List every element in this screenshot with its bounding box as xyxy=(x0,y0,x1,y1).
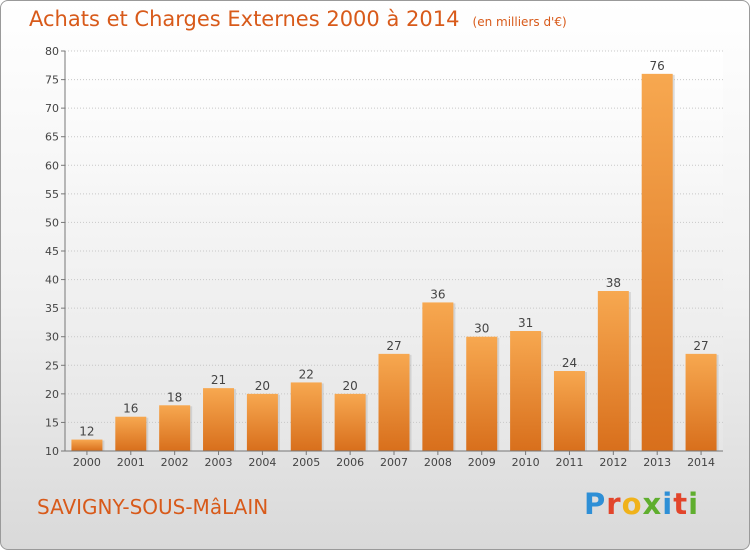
brand-letter: P xyxy=(584,487,607,521)
town-name: SAVIGNY-SOUS-MâLAIN xyxy=(37,495,269,519)
x-tick-label: 2004 xyxy=(248,456,276,469)
y-tick-label: 45 xyxy=(45,245,59,258)
y-tick-label: 70 xyxy=(45,102,59,115)
bar-value-label: 20 xyxy=(255,379,270,393)
y-tick-label: 50 xyxy=(45,216,59,229)
x-tick-label: 2011 xyxy=(555,456,583,469)
x-tick-label: 2012 xyxy=(599,456,627,469)
x-tick-label: 2010 xyxy=(512,456,540,469)
x-tick-label: 2007 xyxy=(380,456,408,469)
bar xyxy=(71,439,103,451)
bar xyxy=(290,382,322,451)
y-tick-label: 75 xyxy=(45,74,59,87)
bar-value-label: 27 xyxy=(693,339,708,353)
x-axis: 2000 2001 2002 2003 2004 2005 2006 2007 2008 2009… xyxy=(65,450,723,469)
bar xyxy=(422,302,454,451)
x-tick-label: 2014 xyxy=(687,456,715,469)
bar-value-label: 24 xyxy=(562,356,577,370)
x-tick-label: 2013 xyxy=(643,456,671,469)
bar xyxy=(203,388,235,451)
bar xyxy=(246,393,278,451)
y-tick-label: 40 xyxy=(45,274,59,287)
bar-value-label: 27 xyxy=(386,339,401,353)
x-tick-label: 2006 xyxy=(336,456,364,469)
bar xyxy=(641,73,673,451)
brand-letter: i xyxy=(688,487,700,521)
x-tick-label: 2005 xyxy=(292,456,320,469)
title-row: Achats et Charges Externes 2000 à 2014 (… xyxy=(29,7,567,31)
chart-subtitle: (en milliers d'€) xyxy=(472,15,567,29)
bar-value-label: 36 xyxy=(430,287,445,301)
y-tick-label: 35 xyxy=(45,302,59,315)
x-tick-label: 2003 xyxy=(205,456,233,469)
bar-value-label: 30 xyxy=(474,322,489,336)
y-tick-label: 10 xyxy=(45,445,59,458)
x-tick-label: 2009 xyxy=(468,456,496,469)
bar xyxy=(115,416,147,451)
x-tick-label: 2008 xyxy=(424,456,452,469)
bar-value-label: 18 xyxy=(167,390,182,404)
x-tick-label: 2001 xyxy=(117,456,145,469)
y-tick-label: 55 xyxy=(45,188,59,201)
brand-letter: r xyxy=(606,487,622,521)
bar-value-label: 76 xyxy=(650,59,665,73)
y-axis: 10 15 20 25 30 35 40 45 50 55 60 65 70 75 80 xyxy=(45,45,66,458)
bar-value-label: 31 xyxy=(518,316,533,330)
bar-value-label: 12 xyxy=(79,425,94,439)
bar xyxy=(159,405,191,451)
brand-letter: i xyxy=(662,487,674,521)
y-tick-label: 65 xyxy=(45,131,59,144)
brand-letter: t xyxy=(673,487,689,521)
bar-value-label: 16 xyxy=(123,402,138,416)
y-tick-label: 25 xyxy=(45,359,59,372)
bar xyxy=(378,353,410,451)
brand-logo: Proxiti xyxy=(584,487,699,521)
bar xyxy=(553,371,585,451)
bar xyxy=(334,393,366,451)
bar-value-label: 38 xyxy=(606,276,621,290)
bar xyxy=(466,336,498,451)
bar-value-label: 20 xyxy=(342,379,357,393)
x-tick-label: 2000 xyxy=(73,456,101,469)
bars: 12 16 18 21 20 22 20 27 36 30 31 24 38 76 27 xyxy=(71,59,719,451)
y-tick-label: 20 xyxy=(45,388,59,401)
bar xyxy=(510,331,542,451)
brand-letter: x xyxy=(642,487,663,521)
y-tick-label: 80 xyxy=(45,45,59,58)
bar xyxy=(597,291,629,451)
brand-letter: o xyxy=(621,487,643,521)
y-tick-label: 30 xyxy=(45,331,59,344)
bar-value-label: 21 xyxy=(211,373,226,387)
y-tick-label: 15 xyxy=(45,416,59,429)
chart-title: Achats et Charges Externes 2000 à 2014 xyxy=(29,7,460,31)
bar-value-label: 22 xyxy=(299,367,314,381)
x-tick-label: 2002 xyxy=(161,456,189,469)
bar xyxy=(685,353,717,451)
y-tick-label: 60 xyxy=(45,159,59,172)
